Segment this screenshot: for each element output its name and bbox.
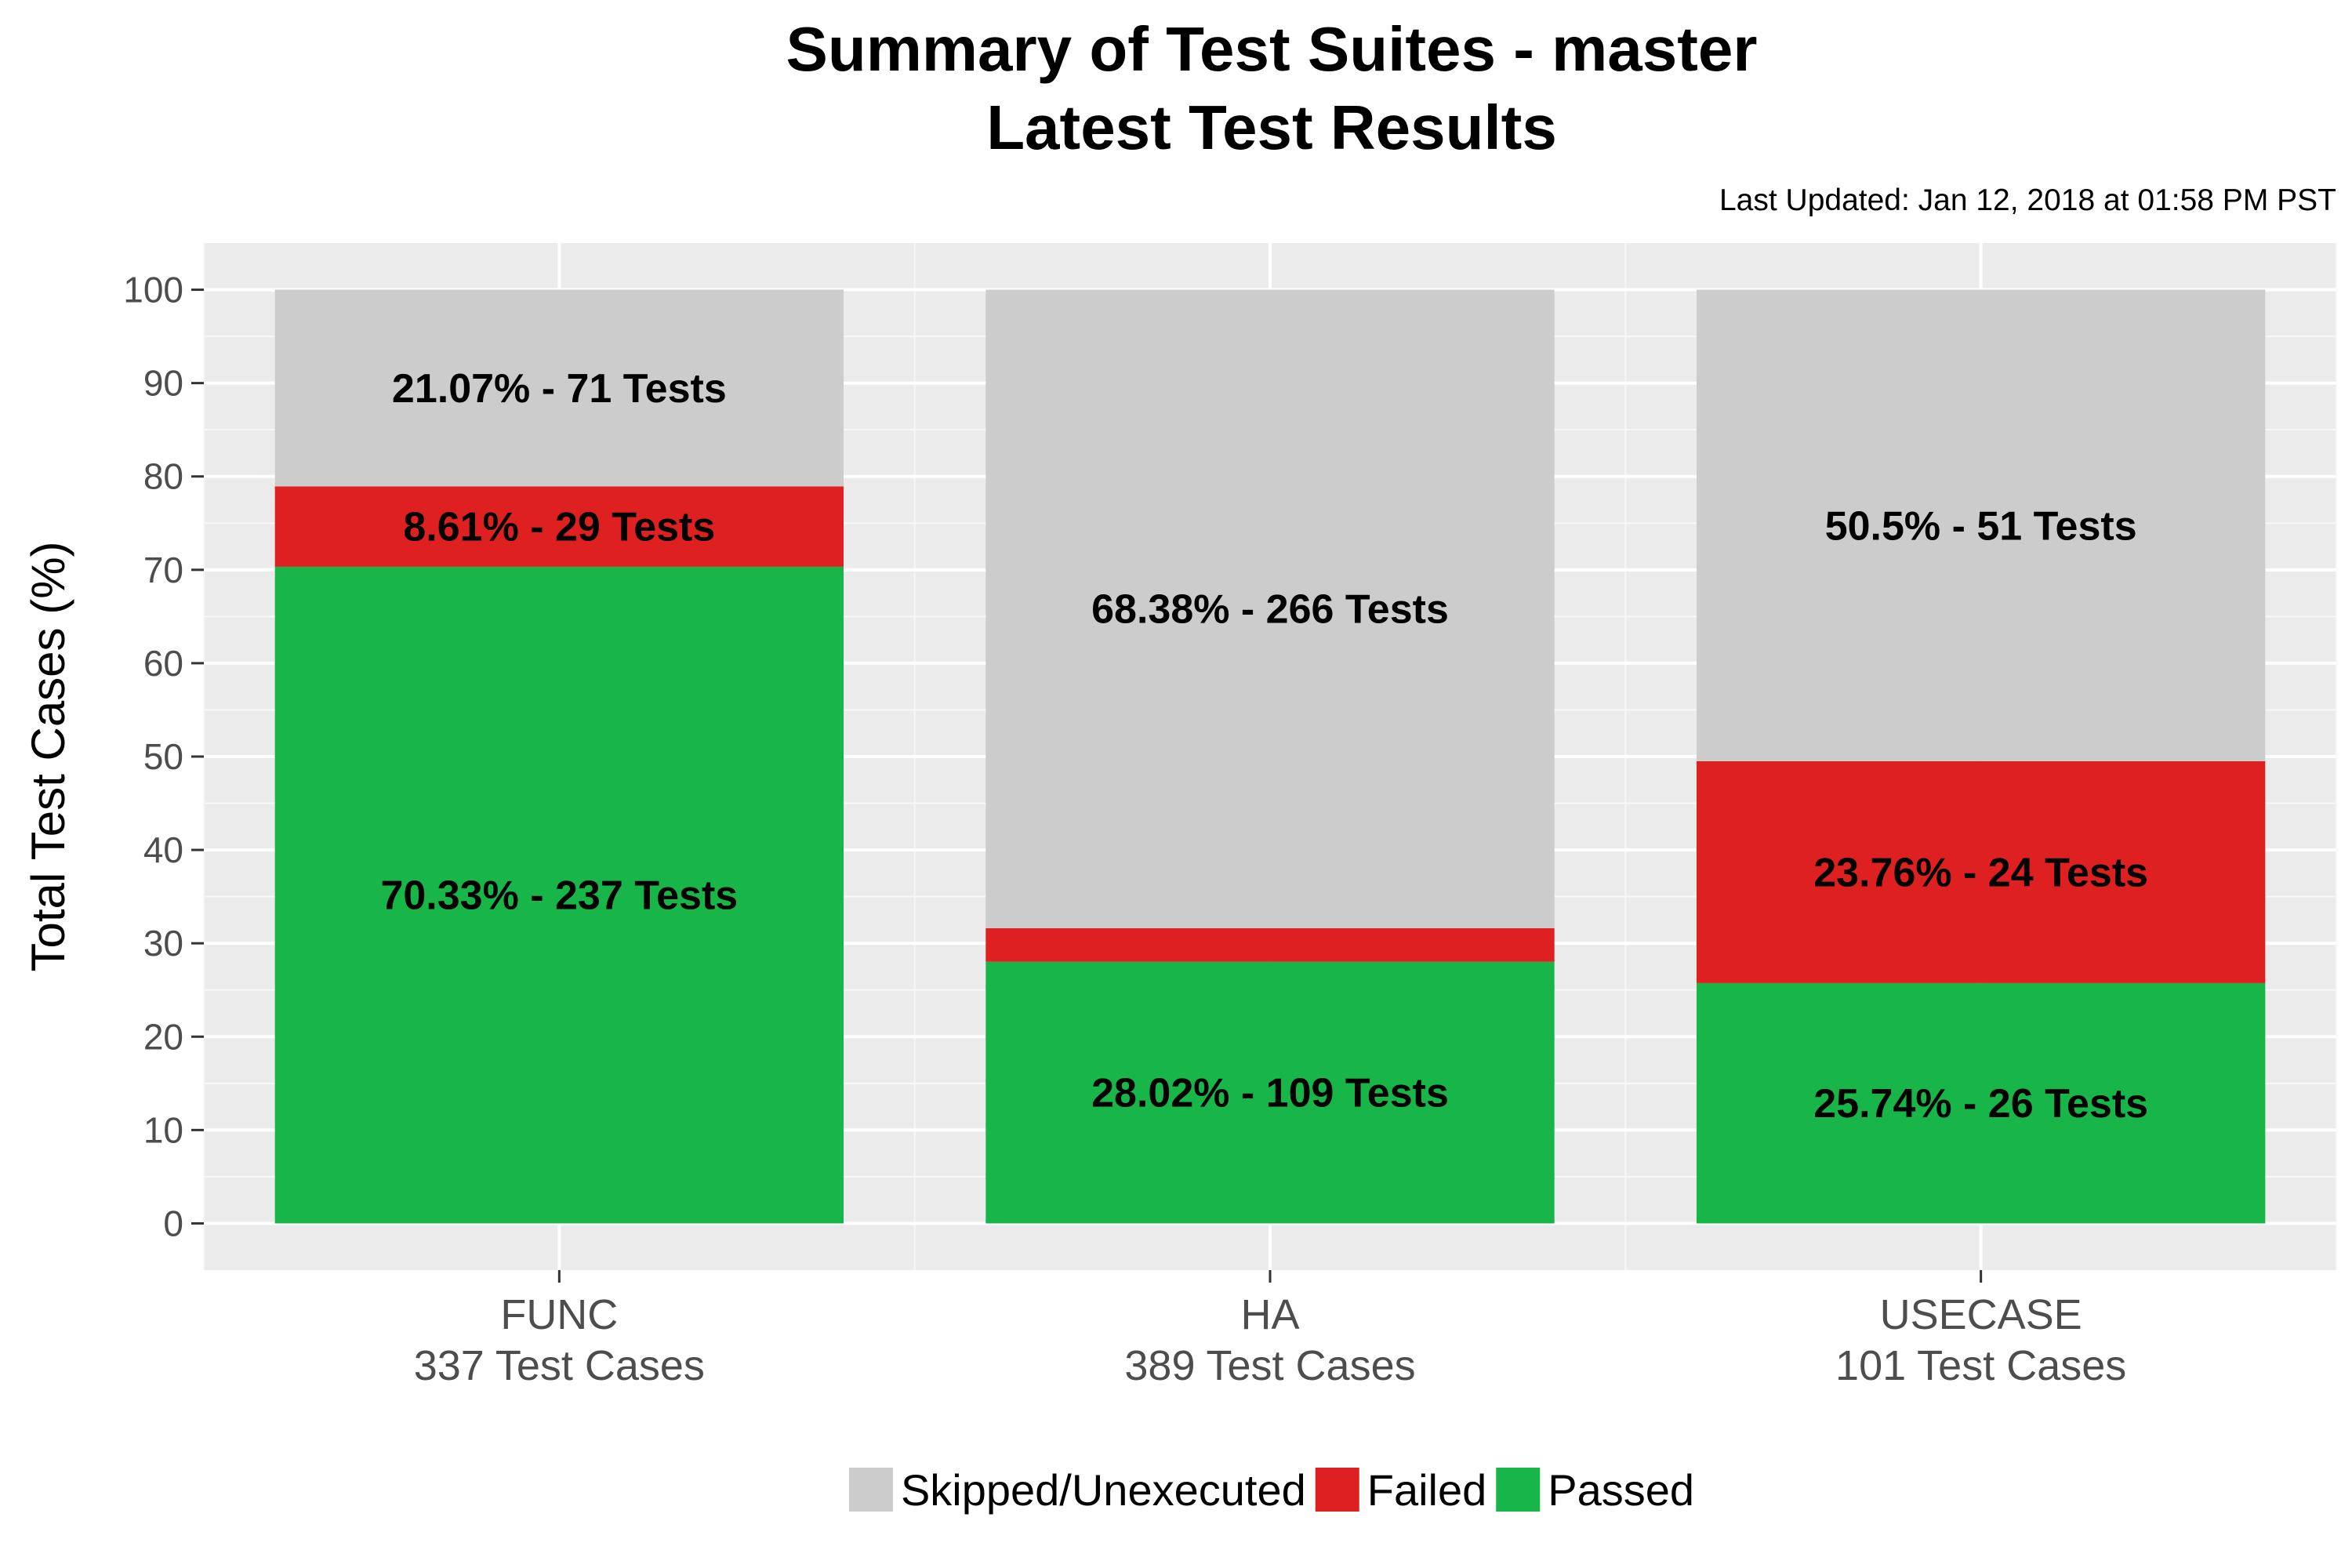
bar-segment-skipped-unexecuted-ha — [985, 289, 1555, 928]
x-tick-sublabel: 389 Test Cases — [1124, 1342, 1415, 1389]
x-tick-sublabel: 337 Test Cases — [414, 1342, 705, 1389]
bar-labels: 70.33% - 237 Tests 8.61% - 29 Tests 21.07%… — [380, 366, 2148, 1127]
bar-segment-passed-usecase — [1697, 982, 2266, 1224]
bar-data-label: 68.38% - 266 Tests — [1091, 587, 1449, 633]
legend-label: Passed — [1548, 1465, 1694, 1515]
y-axis: 0 10 20 30 40 50 60 70 80 90 100 — [123, 270, 204, 1243]
legend-label: Skipped/Unexecuted — [901, 1465, 1306, 1515]
bar-data-label: 28.02% - 109 Tests — [1091, 1071, 1449, 1116]
y-tick-label: 50 — [143, 736, 183, 777]
x-tick-label: FUNC — [500, 1291, 618, 1338]
legend-key-skipped-unexecuted — [848, 1468, 893, 1512]
y-tick-label: 10 — [143, 1109, 183, 1150]
y-tick-label: 60 — [143, 643, 183, 684]
y-tick-label: 80 — [143, 456, 183, 497]
bar-segment-passed-ha — [985, 961, 1555, 1224]
bar-data-label: 23.76% - 24 Tests — [1813, 850, 2148, 895]
chart-subtitle: Latest Test Results — [986, 93, 1557, 162]
legend-label: Failed — [1367, 1465, 1487, 1515]
bar-segment-failed-usecase — [1697, 760, 2266, 983]
y-tick-label: 70 — [143, 550, 183, 590]
bar-data-label: 25.74% - 26 Tests — [1813, 1081, 2148, 1127]
bars — [274, 289, 2266, 1224]
bar-data-label: 50.5% - 51 Tests — [1825, 503, 2137, 549]
x-tick-label: USECASE — [1880, 1291, 2082, 1338]
y-tick-label: 0 — [163, 1203, 183, 1243]
bar-data-label: 21.07% - 71 Tests — [392, 366, 727, 412]
bar-segment-failed-ha — [985, 927, 1555, 962]
bar-segment-failed-func — [274, 486, 844, 567]
bar-data-label: 8.61% - 29 Tests — [403, 505, 715, 550]
y-tick-label: 90 — [143, 363, 183, 404]
bar-segment-passed-func — [274, 566, 844, 1224]
x-tick-sublabel: 101 Test Cases — [1835, 1342, 2126, 1389]
chart-caption: Last Updated: Jan 12, 2018 at 01:58 PM P… — [1719, 183, 2336, 217]
legend-key-passed — [1496, 1468, 1541, 1512]
y-tick-label: 20 — [143, 1016, 183, 1057]
y-axis-title: Total Test Cases (%) — [22, 541, 74, 971]
bar-segment-skipped-unexecuted-usecase — [1697, 289, 2266, 761]
y-tick-label: 30 — [143, 923, 183, 964]
y-tick-label: 40 — [143, 829, 183, 870]
x-tick-label: HA — [1240, 1291, 1299, 1338]
chart-title: Summary of Test Suites - master — [786, 14, 1758, 84]
legend: Skipped/Unexecuted Failed Passed — [848, 1465, 1694, 1515]
bar-data-label: 70.33% - 237 Tests — [380, 873, 738, 919]
legend-key-failed — [1315, 1468, 1359, 1512]
bar-segment-skipped-unexecuted-func — [274, 289, 844, 487]
y-tick-label: 100 — [123, 270, 183, 310]
